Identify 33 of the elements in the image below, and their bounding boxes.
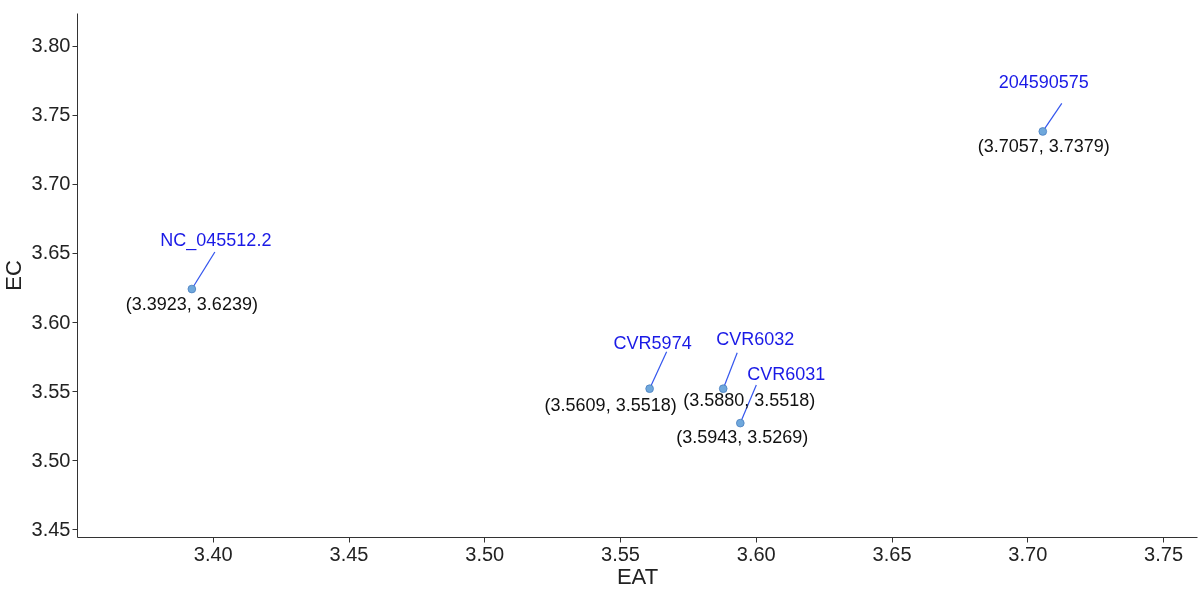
point (187, 284, 197, 294)
y-tick-label: 3.65 (31, 241, 71, 264)
annotation: (3.5609, 3.5518) (544, 394, 677, 415)
point (736, 418, 745, 428)
x-axis-title: EAT (616, 563, 659, 589)
y-tick-label: 3.70 (31, 172, 71, 195)
annotation: NC_045512.2 (160, 230, 272, 252)
x-tick-label: 3.75 (1144, 542, 1184, 565)
point (1038, 127, 1048, 136)
y-tick-label: 3.50 (31, 448, 71, 471)
point (718, 384, 728, 393)
annotation: CVR6031 (747, 364, 826, 385)
x-tick-label: 3.65 (872, 542, 912, 565)
y-tick-label: 3.55 (31, 379, 71, 402)
y-axis-title: EC (0, 260, 26, 291)
point (645, 384, 654, 393)
x-tick-label: 3.55 (601, 542, 640, 565)
annotation: (3.7057, 3.7379) (977, 136, 1110, 157)
x-tick-label: 3.50 (465, 542, 505, 565)
annotation: CVR6032 (716, 328, 795, 349)
annotation: (3.5880, 3.5518) (683, 389, 816, 410)
y-tick-label: 3.75 (31, 103, 71, 126)
x-tick-label: 3.40 (193, 542, 233, 565)
y-tick-label: 3.45 (31, 517, 71, 540)
x-tick-label: 3.70 (1008, 542, 1048, 565)
x-tick-label: 3.45 (329, 542, 369, 565)
x-tick-label: 3.60 (736, 542, 776, 565)
annotation: (3.5943, 3.5269) (676, 427, 809, 448)
y-tick-label: 3.60 (31, 310, 71, 333)
annotation: (3.3923, 3.6239) (125, 294, 258, 315)
annotation: CVR5974 (613, 332, 692, 353)
y-tick-label: 3.80 (31, 34, 71, 57)
annotation: 204590575 (998, 72, 1089, 93)
